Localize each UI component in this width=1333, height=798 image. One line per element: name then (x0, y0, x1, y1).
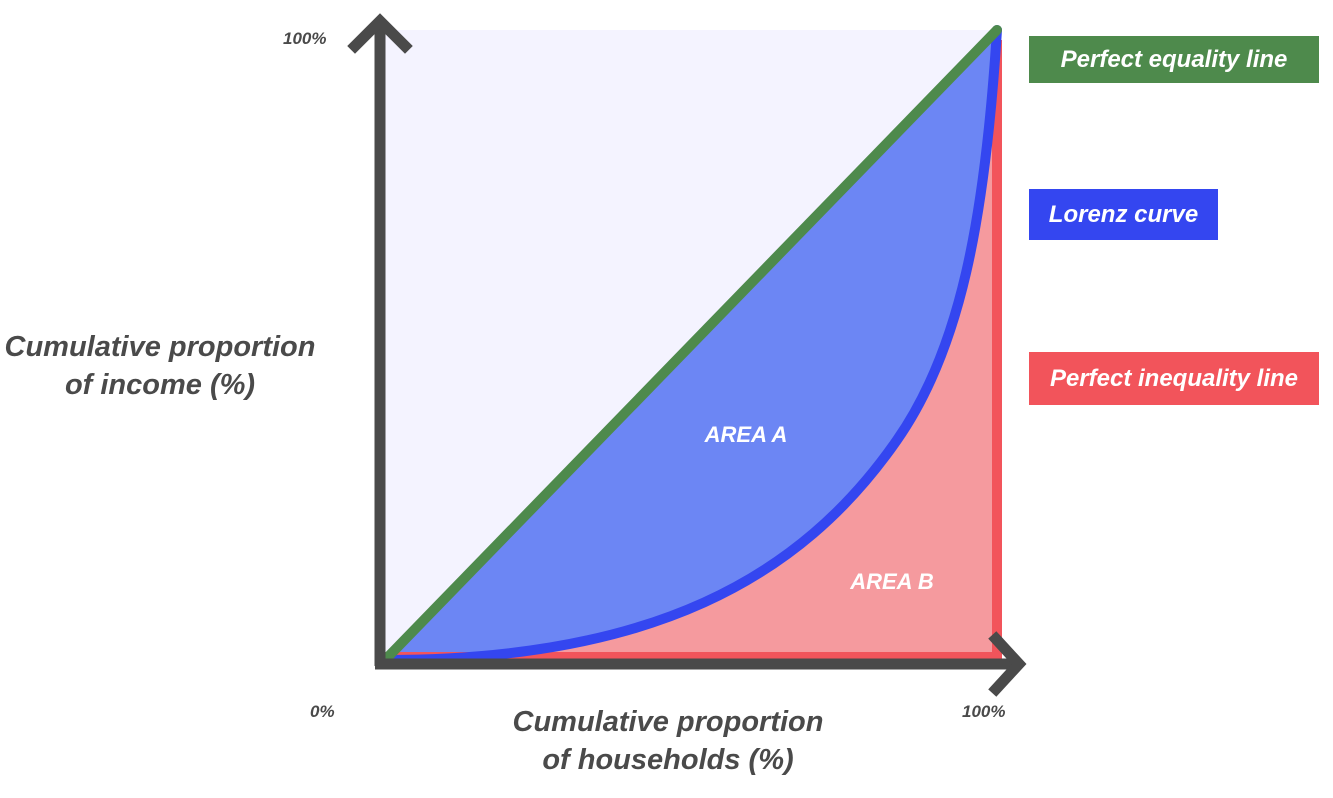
y-axis-title-line1: Cumulative proportion (5, 331, 316, 363)
y-axis-arrowhead (347, 13, 413, 54)
legend-perfect-equality-label: Perfect equality line (1060, 45, 1288, 73)
y-axis-max-label: 100% (283, 29, 326, 48)
legend-lorenz-curve-label: Lorenz curve (1048, 200, 1199, 228)
origin-label: 0% (310, 702, 335, 721)
perfect-inequality-line (385, 40, 1002, 662)
legend-lorenz-curve: Lorenz curve (1029, 189, 1218, 240)
area-b-label: AREA B (849, 569, 934, 594)
x-axis-max-label: 100% (962, 702, 1005, 721)
area-a-label: AREA A (704, 422, 788, 447)
lorenz-curve (380, 25, 1002, 665)
area-b-region (385, 30, 997, 660)
x-axis-arrowhead (988, 631, 1027, 697)
y-axis-title-line2: of income (%) (65, 369, 255, 401)
perfect-equality-line (380, 25, 1002, 665)
x-axis-title-line1: Cumulative proportion (513, 706, 824, 738)
legend-perfect-inequality-label: Perfect inequality line (1049, 364, 1299, 392)
x-axis-title-line2: of households (%) (542, 744, 793, 776)
legend-perfect-equality: Perfect equality line (1029, 36, 1319, 83)
legend-perfect-inequality: Perfect inequality line (1029, 352, 1319, 405)
